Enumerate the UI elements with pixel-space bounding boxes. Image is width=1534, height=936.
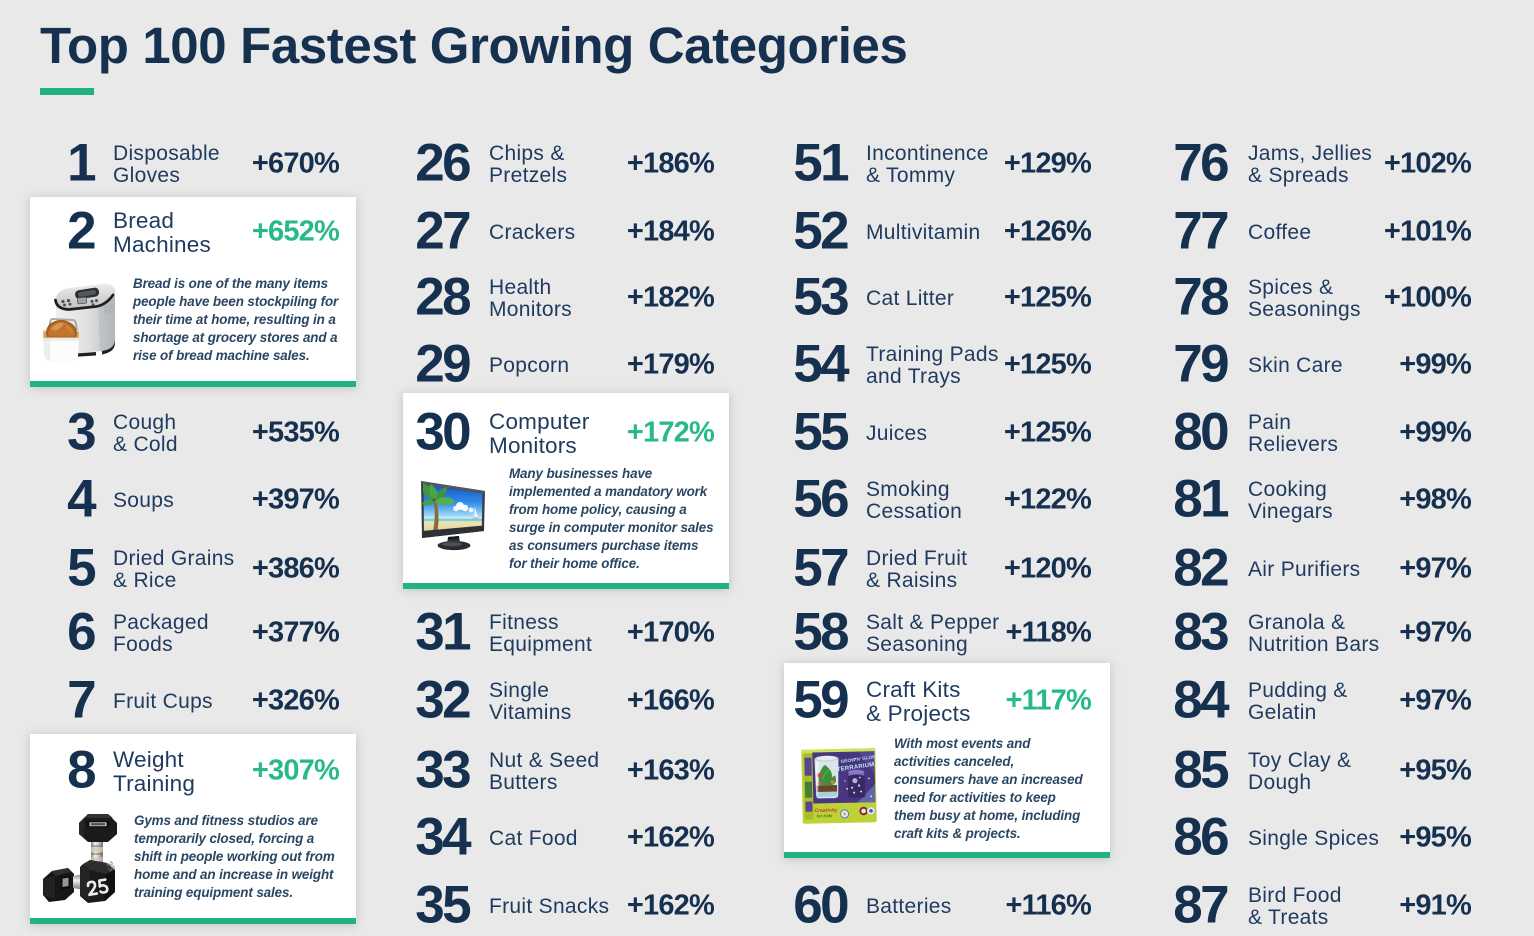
svg-text:Creativity: Creativity — [814, 808, 837, 814]
svg-text:TERRARIUM: TERRARIUM — [837, 762, 875, 773]
svg-text:GROW N' GLOW: GROW N' GLOW — [840, 754, 877, 764]
svg-text:for Kids: for Kids — [817, 813, 834, 818]
